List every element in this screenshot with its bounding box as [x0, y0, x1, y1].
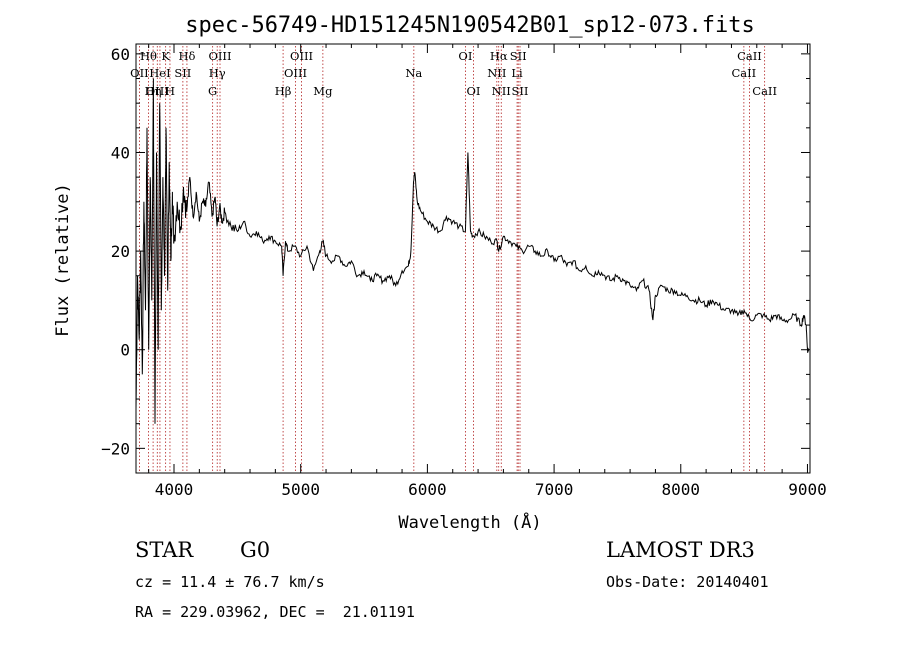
redshift-velocity: cz = 11.4 ± 76.7 km/s: [135, 573, 325, 591]
line-label-8: H: [165, 84, 175, 98]
object-subclass: G0: [240, 538, 271, 562]
line-label-13: OIII: [284, 66, 307, 80]
observation-date: Obs-Date: 20140401: [606, 573, 769, 591]
y-tick-label-3: 40: [111, 143, 130, 162]
line-label-1: K: [161, 49, 170, 63]
spectrum-line: [135, 78, 810, 424]
line-label-12: OIII: [290, 49, 313, 63]
line-label-18: OI: [467, 84, 481, 98]
plot-frame: [135, 43, 811, 474]
line-label-3: OII: [130, 66, 149, 80]
line-label-10: Hγ: [209, 66, 226, 80]
x-axis-ticks: 4000 5000 6000 7000 8000 9000: [148, 44, 827, 499]
line-label-5: SII: [174, 66, 191, 80]
chart-title: spec-56749-HD151245N190542B01_sp12-073.f…: [185, 13, 755, 38]
line-label-20: SII: [510, 49, 527, 63]
x-tick-label-5: 9000: [788, 480, 827, 499]
line-label-26: CaII: [731, 66, 756, 80]
x-tick-label-3: 7000: [535, 480, 574, 499]
y-tick-label-2: 20: [111, 242, 130, 261]
x-tick-label-0: 4000: [155, 480, 194, 499]
spectral-line-markers: [139, 46, 766, 473]
y-axis-ticks: −20 0 20 40 60: [101, 45, 810, 474]
line-label-2: Hδ: [178, 49, 195, 63]
line-label-22: Li: [511, 66, 523, 80]
y-tick-label-1: 0: [120, 341, 130, 360]
y-tick-label-0: −20: [101, 439, 130, 458]
coordinates: RA = 229.03962, DEC = 21.01191: [135, 603, 415, 621]
x-tick-label-2: 6000: [408, 480, 447, 499]
line-label-23: NII: [492, 84, 511, 98]
x-axis-label: Wavelength (Å): [398, 511, 541, 533]
x-tick-label-4: 8000: [662, 480, 701, 499]
line-label-24: SII: [512, 84, 529, 98]
line-label-0: Hθ: [140, 49, 157, 63]
object-class: STAR: [135, 538, 194, 562]
line-label-19: Hα: [490, 49, 508, 63]
line-label-15: Mg: [313, 84, 333, 98]
y-tick-label-4: 60: [111, 45, 130, 64]
line-label-9: OIII: [208, 49, 231, 63]
line-label-16: Na: [405, 66, 422, 80]
line-label-25: CaII: [737, 49, 762, 63]
line-label-11: G: [208, 84, 217, 98]
line-label-14: Hβ: [275, 84, 292, 98]
y-axis-label: Flux (relative): [53, 183, 73, 337]
survey-name: LAMOST DR3: [606, 538, 755, 562]
line-label-4: HeI: [149, 66, 170, 80]
line-label-21: NII: [487, 66, 506, 80]
line-label-17: OI: [458, 49, 472, 63]
x-tick-label-1: 5000: [281, 480, 320, 499]
line-label-27: CaII: [752, 84, 777, 98]
line-label-6: OIII: [146, 84, 169, 98]
